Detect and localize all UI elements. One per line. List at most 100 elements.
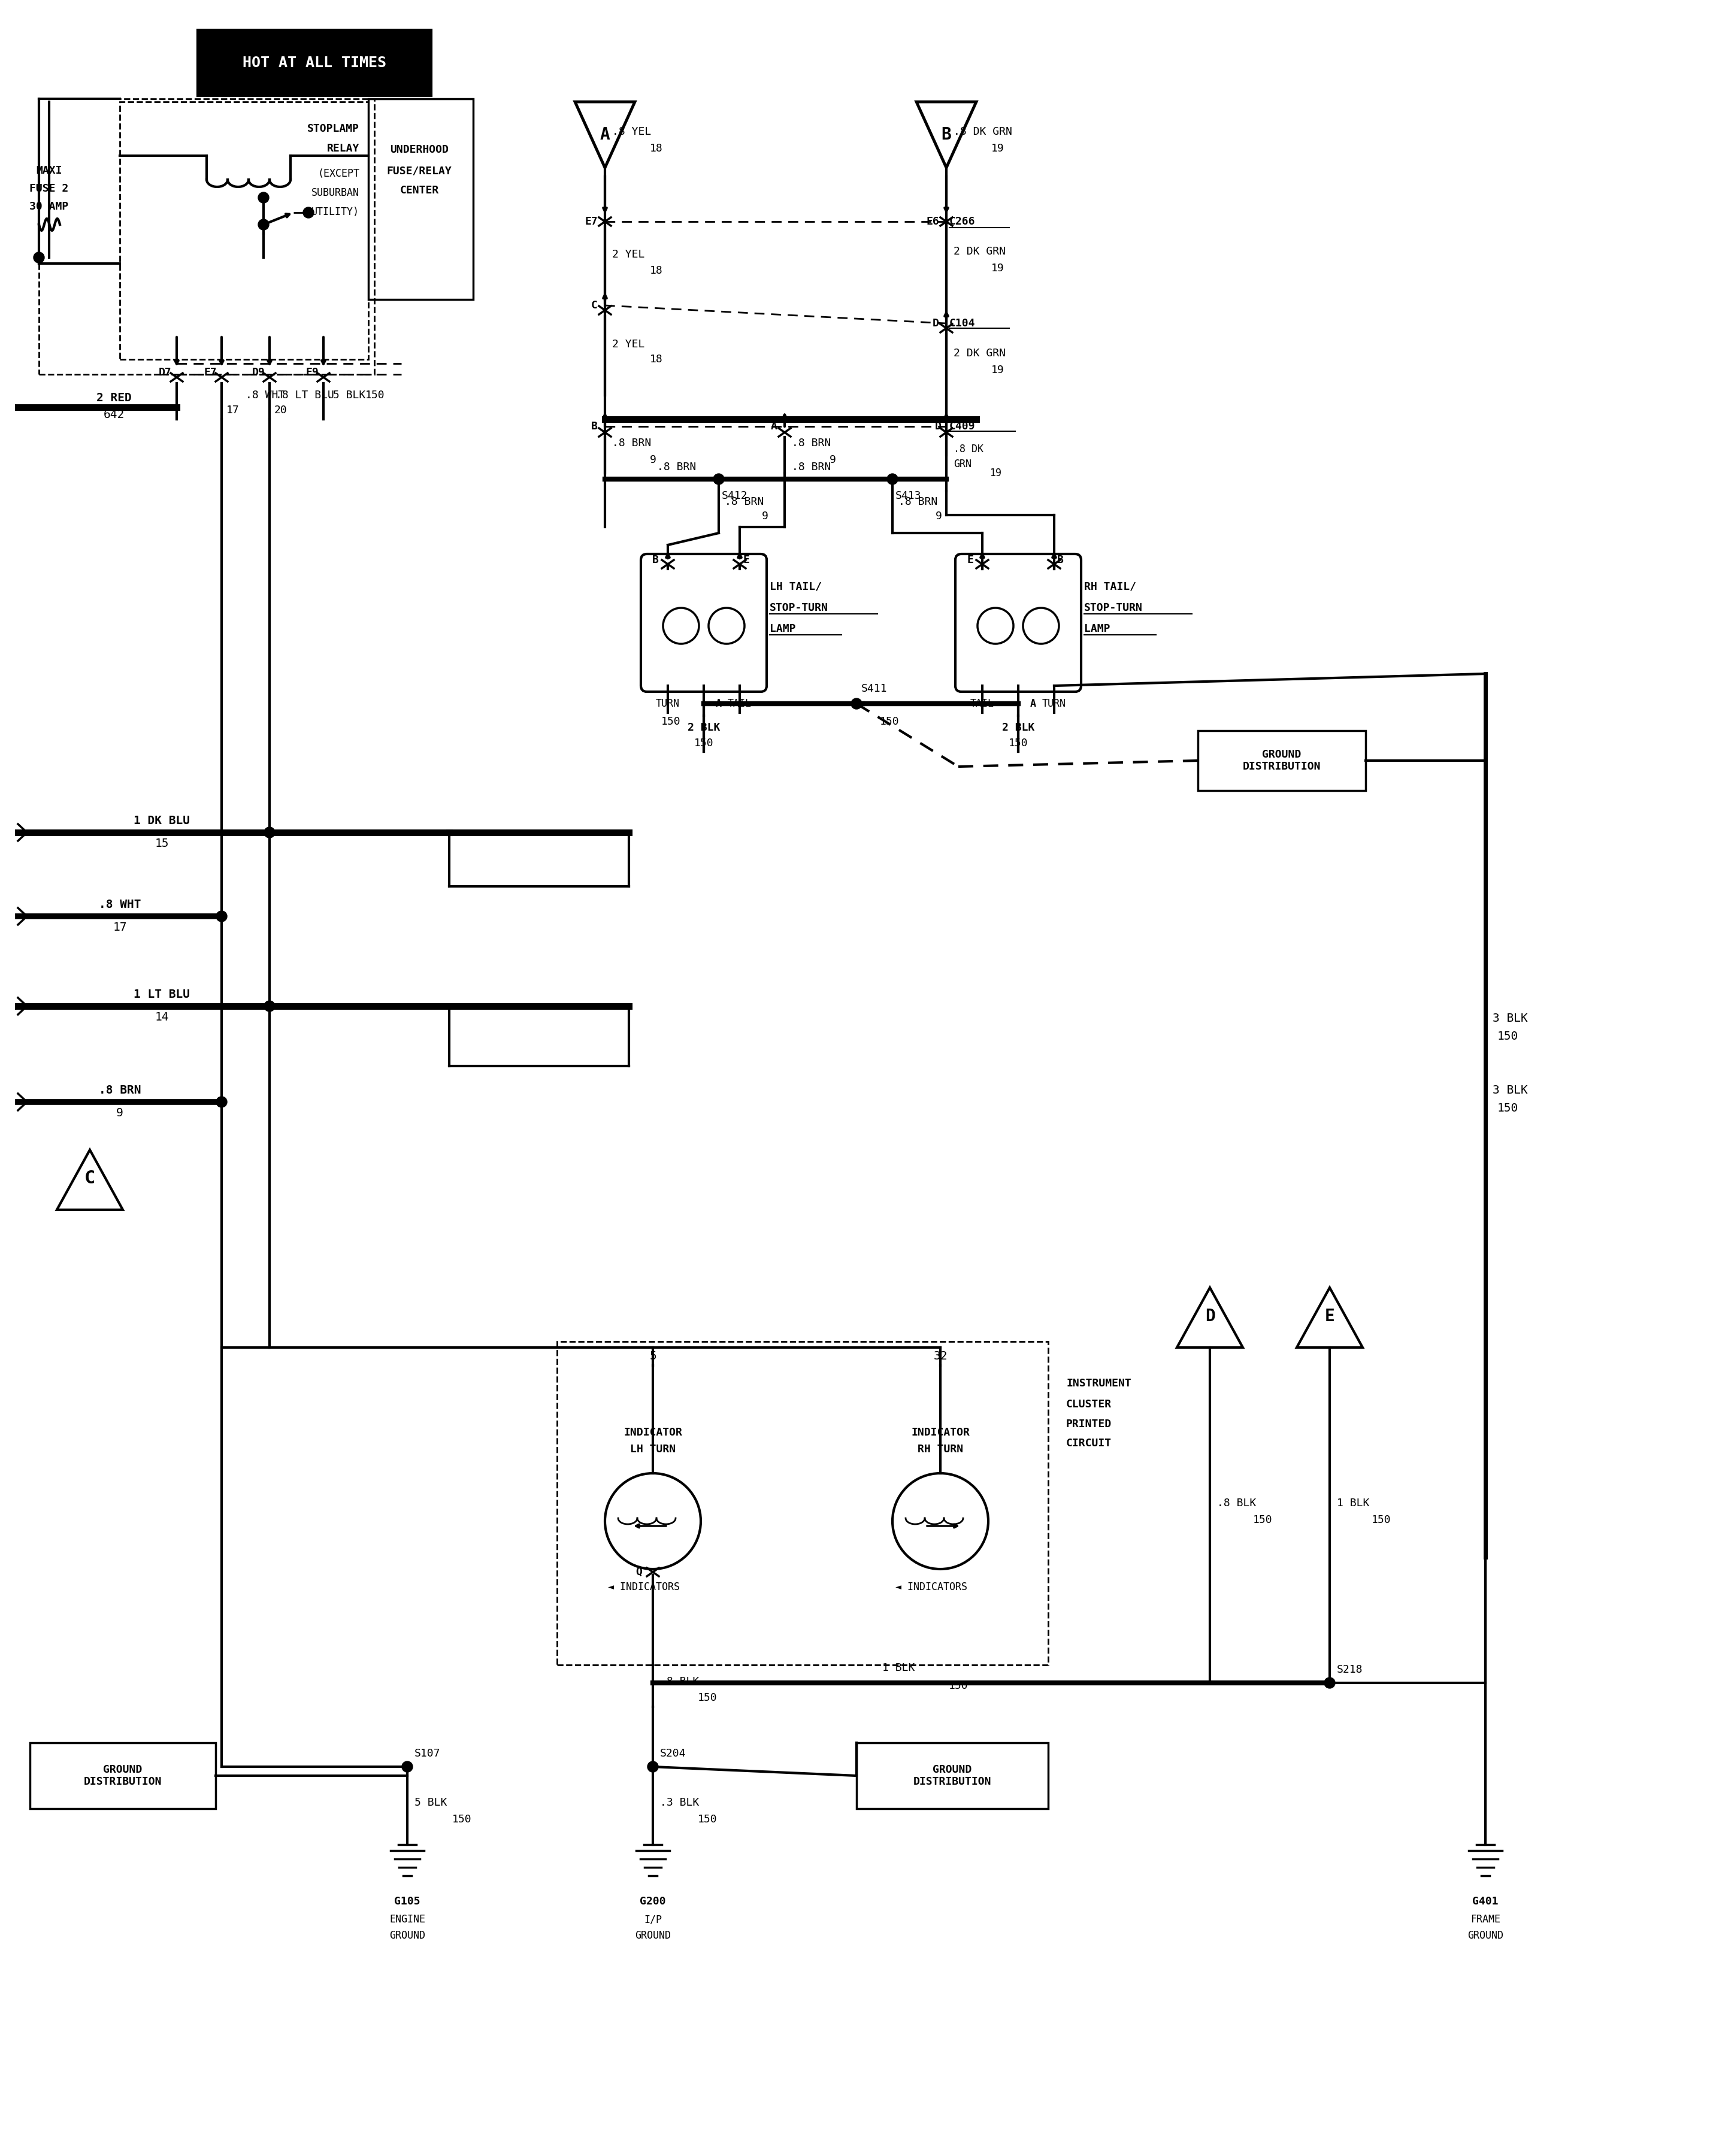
Circle shape bbox=[714, 474, 724, 485]
Text: RH TAIL/: RH TAIL/ bbox=[1085, 582, 1136, 593]
Text: RELAY: RELAY bbox=[326, 142, 359, 153]
Text: GROUND
DISTRIBUTION: GROUND DISTRIBUTION bbox=[913, 1764, 992, 1787]
Text: E7: E7 bbox=[585, 216, 597, 226]
Text: E9: E9 bbox=[305, 367, 319, 377]
Text: .8 BRN: .8 BRN bbox=[793, 461, 831, 472]
Text: .8 BRN: .8 BRN bbox=[791, 438, 831, 448]
Text: .3 BLK: .3 BLK bbox=[661, 1798, 698, 1809]
Text: 150: 150 bbox=[1009, 737, 1028, 748]
FancyBboxPatch shape bbox=[197, 30, 431, 95]
Text: STOPLAMP: STOPLAMP bbox=[307, 123, 359, 134]
Text: .8 DK: .8 DK bbox=[954, 444, 983, 455]
Text: .8 WHT: .8 WHT bbox=[245, 390, 285, 401]
Text: FUSE/RELAY: FUSE/RELAY bbox=[386, 166, 451, 177]
Text: .8 WHT: .8 WHT bbox=[100, 899, 141, 910]
Text: 18: 18 bbox=[650, 142, 662, 153]
Text: 17: 17 bbox=[113, 921, 127, 934]
Text: 19: 19 bbox=[992, 364, 1004, 375]
Text: RH TURN: RH TURN bbox=[918, 1445, 963, 1455]
Text: 30 AMP: 30 AMP bbox=[29, 201, 69, 211]
Text: 150: 150 bbox=[366, 390, 384, 401]
Circle shape bbox=[264, 828, 275, 839]
Text: 32: 32 bbox=[934, 1352, 947, 1363]
Text: E: E bbox=[1325, 1309, 1335, 1324]
Text: 150: 150 bbox=[698, 1692, 717, 1703]
Text: SUBURBAN: SUBURBAN bbox=[312, 188, 359, 198]
Text: 19: 19 bbox=[990, 468, 1002, 479]
Text: 1 LT BLU: 1 LT BLU bbox=[134, 987, 190, 1000]
Text: 150: 150 bbox=[698, 1813, 717, 1824]
Text: LAMP: LAMP bbox=[770, 623, 796, 634]
Text: .8 DK GRN: .8 DK GRN bbox=[954, 127, 1012, 138]
Text: B: B bbox=[942, 127, 951, 142]
Text: LAMP: LAMP bbox=[1085, 623, 1110, 634]
Text: FUSE 2: FUSE 2 bbox=[29, 183, 69, 194]
Text: 9: 9 bbox=[650, 455, 657, 466]
Text: 17: 17 bbox=[227, 405, 240, 416]
Text: 150: 150 bbox=[1498, 1031, 1519, 1041]
Text: D7: D7 bbox=[160, 367, 172, 377]
Text: S411: S411 bbox=[861, 683, 887, 694]
Text: LH TURN: LH TURN bbox=[630, 1445, 676, 1455]
Text: GRN: GRN bbox=[954, 459, 971, 470]
Text: 3 BLK: 3 BLK bbox=[1493, 1084, 1527, 1095]
Text: 150: 150 bbox=[880, 716, 899, 727]
Text: D: D bbox=[1205, 1309, 1215, 1324]
Text: .8 LT BLU: .8 LT BLU bbox=[276, 390, 335, 401]
Text: TAIL: TAIL bbox=[970, 699, 994, 709]
Text: G105: G105 bbox=[395, 1895, 420, 1906]
Text: 14: 14 bbox=[154, 1011, 168, 1022]
Text: MAXI: MAXI bbox=[36, 166, 62, 177]
Text: .8 BRN: .8 BRN bbox=[100, 1084, 141, 1095]
Text: 5 BLK: 5 BLK bbox=[415, 1798, 448, 1809]
Text: B: B bbox=[652, 554, 659, 565]
Text: .8 BLK: .8 BLK bbox=[1217, 1498, 1256, 1509]
Text: FRAME: FRAME bbox=[1471, 1915, 1500, 1925]
Text: 9: 9 bbox=[935, 511, 942, 522]
Text: D: D bbox=[932, 317, 939, 328]
Text: INDICATOR: INDICATOR bbox=[623, 1427, 683, 1438]
Text: C: C bbox=[84, 1171, 96, 1188]
Text: TURN: TURN bbox=[656, 699, 680, 709]
Text: Q: Q bbox=[635, 1567, 642, 1578]
Text: 9: 9 bbox=[117, 1106, 124, 1119]
Text: 150: 150 bbox=[693, 737, 714, 748]
Text: UNDERHOOD: UNDERHOOD bbox=[390, 144, 448, 155]
Text: 9: 9 bbox=[829, 455, 836, 466]
Text: .8 BRN: .8 BRN bbox=[724, 496, 764, 507]
Text: 19: 19 bbox=[992, 263, 1004, 274]
Text: 2 DK GRN: 2 DK GRN bbox=[954, 246, 1006, 257]
Text: CIRCUIT: CIRCUIT bbox=[1066, 1438, 1112, 1449]
Text: INSTRUMENT: INSTRUMENT bbox=[1066, 1378, 1131, 1388]
Circle shape bbox=[851, 699, 861, 709]
Circle shape bbox=[216, 1097, 227, 1108]
Text: TAIL: TAIL bbox=[728, 699, 752, 709]
Text: STOP-TURN: STOP-TURN bbox=[1085, 602, 1143, 612]
Text: 150: 150 bbox=[661, 716, 681, 727]
Text: .8 BRN: .8 BRN bbox=[657, 461, 697, 472]
Text: 150: 150 bbox=[453, 1813, 472, 1824]
Text: G401: G401 bbox=[1472, 1895, 1498, 1906]
Text: .8 BLK: .8 BLK bbox=[661, 1677, 698, 1686]
Circle shape bbox=[34, 252, 45, 263]
Text: S218: S218 bbox=[1337, 1664, 1363, 1675]
Text: CENTER: CENTER bbox=[400, 185, 439, 196]
Text: GROUND: GROUND bbox=[1467, 1930, 1503, 1940]
Text: UTILITY): UTILITY) bbox=[312, 207, 359, 218]
Text: 150: 150 bbox=[1371, 1514, 1392, 1526]
Text: GROUND: GROUND bbox=[390, 1930, 426, 1940]
Text: 2 YEL: 2 YEL bbox=[613, 338, 645, 349]
Text: GROUND: GROUND bbox=[635, 1930, 671, 1940]
Text: C409: C409 bbox=[949, 420, 975, 431]
Text: 5: 5 bbox=[649, 1352, 657, 1363]
Text: .8 BRN: .8 BRN bbox=[899, 496, 937, 507]
Text: 150: 150 bbox=[1498, 1102, 1519, 1115]
Text: C104: C104 bbox=[949, 317, 975, 328]
Text: 1 BLK: 1 BLK bbox=[882, 1662, 915, 1673]
Text: ◄ INDICATORS: ◄ INDICATORS bbox=[607, 1583, 680, 1593]
Text: 9: 9 bbox=[762, 511, 769, 522]
Text: 1 BLK: 1 BLK bbox=[1337, 1498, 1369, 1509]
Text: S107: S107 bbox=[415, 1749, 441, 1759]
Text: 3 BLK: 3 BLK bbox=[1493, 1013, 1527, 1024]
Circle shape bbox=[257, 220, 269, 231]
